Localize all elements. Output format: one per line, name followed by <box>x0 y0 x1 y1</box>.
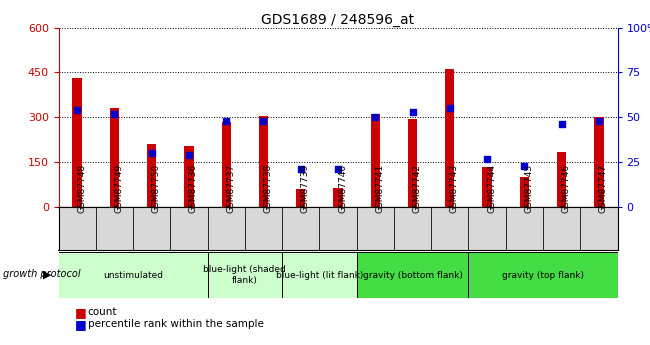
Bar <box>245 207 282 250</box>
Bar <box>469 252 618 298</box>
Bar <box>282 207 319 250</box>
Text: GSM87743: GSM87743 <box>450 164 459 214</box>
Text: ■: ■ <box>75 306 86 319</box>
Text: GSM87736: GSM87736 <box>189 164 198 214</box>
Point <box>556 122 567 127</box>
Bar <box>357 252 469 298</box>
Bar <box>58 207 96 250</box>
Bar <box>96 207 133 250</box>
Bar <box>594 117 603 207</box>
Title: GDS1689 / 248596_at: GDS1689 / 248596_at <box>261 12 415 27</box>
Point <box>333 167 343 172</box>
Text: GSM87747: GSM87747 <box>599 164 608 214</box>
Bar <box>207 207 245 250</box>
Point <box>370 115 380 120</box>
Bar <box>557 152 566 207</box>
Text: unstimulated: unstimulated <box>103 270 163 280</box>
Text: gravity (top flank): gravity (top flank) <box>502 270 584 280</box>
Text: percentile rank within the sample: percentile rank within the sample <box>88 319 264 329</box>
Text: GSM87737: GSM87737 <box>226 164 235 214</box>
Point <box>72 107 83 113</box>
Bar <box>147 144 156 207</box>
Bar <box>282 252 357 298</box>
Bar <box>357 207 394 250</box>
Point <box>109 111 120 117</box>
Text: GSM87739: GSM87739 <box>301 164 310 214</box>
Bar <box>72 78 82 207</box>
Point <box>519 163 530 168</box>
Text: GSM87738: GSM87738 <box>263 164 272 214</box>
Text: ■: ■ <box>75 318 86 331</box>
Text: count: count <box>88 307 117 317</box>
Text: GSM87749: GSM87749 <box>114 164 124 214</box>
Text: GSM87744: GSM87744 <box>487 165 496 214</box>
Bar <box>259 116 268 207</box>
Text: GSM87750: GSM87750 <box>151 164 161 214</box>
Bar <box>408 119 417 207</box>
Text: growth protocol: growth protocol <box>3 269 81 279</box>
Bar <box>482 167 491 207</box>
Point <box>221 118 231 124</box>
Text: ▶: ▶ <box>42 269 51 279</box>
Text: gravity (bottom flank): gravity (bottom flank) <box>363 270 462 280</box>
Text: GSM87741: GSM87741 <box>375 164 384 214</box>
Bar <box>394 207 431 250</box>
Bar <box>296 189 306 207</box>
Point <box>593 118 604 124</box>
Point <box>296 167 306 172</box>
Text: GSM87742: GSM87742 <box>413 165 422 214</box>
Point <box>482 156 492 161</box>
Text: blue-light (shaded
flank): blue-light (shaded flank) <box>203 265 286 285</box>
Bar <box>580 207 618 250</box>
Point <box>184 152 194 158</box>
Bar <box>370 114 380 207</box>
Bar <box>58 252 207 298</box>
Text: GSM87746: GSM87746 <box>562 164 571 214</box>
Bar <box>333 188 343 207</box>
Text: GSM87740: GSM87740 <box>338 164 347 214</box>
Bar <box>133 207 170 250</box>
Point <box>146 150 157 156</box>
Bar <box>519 177 529 207</box>
Bar <box>319 207 357 250</box>
Text: GSM87745: GSM87745 <box>525 164 534 214</box>
Bar <box>506 207 543 250</box>
Bar <box>170 207 207 250</box>
Text: blue-light (lit flank): blue-light (lit flank) <box>276 270 363 280</box>
Bar <box>222 122 231 207</box>
Point <box>445 106 455 111</box>
Bar <box>207 252 282 298</box>
Bar <box>445 69 454 207</box>
Bar <box>543 207 580 250</box>
Bar <box>431 207 469 250</box>
Text: GSM87748: GSM87748 <box>77 164 86 214</box>
Point <box>258 118 268 124</box>
Bar <box>469 207 506 250</box>
Point <box>408 109 418 115</box>
Bar <box>185 146 194 207</box>
Bar <box>110 108 119 207</box>
